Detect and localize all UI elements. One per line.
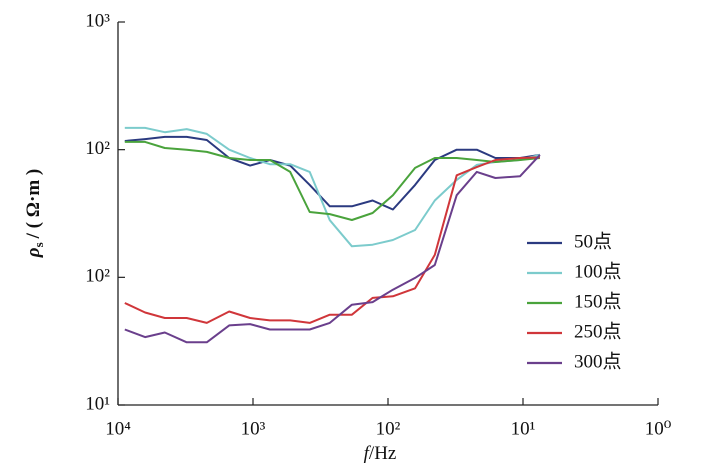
x-tick-label: 10¹ <box>511 418 536 439</box>
x-tick-label: 10² <box>376 418 401 439</box>
y-tick-label: 10¹ <box>85 393 110 414</box>
y-tick-label: 10³ <box>85 10 110 31</box>
y-tick-label: 10² <box>85 138 110 159</box>
legend-label: 100点 <box>574 260 622 282</box>
y-label-subscript: s <box>31 242 46 247</box>
legend-label: 150点 <box>574 290 622 312</box>
legend-label: 300点 <box>574 350 622 372</box>
x-label-unit: /Hz <box>369 443 396 464</box>
y-tick-label: 10² <box>85 266 110 287</box>
x-label-symbol: f <box>364 443 372 464</box>
series-line <box>124 154 541 344</box>
series-line <box>124 156 540 324</box>
series-line <box>124 135 541 211</box>
x-axis-label: f/Hz <box>364 443 397 464</box>
y-axis-label: ρs / ( Ω·m ) <box>23 169 46 258</box>
legend-label: 50点 <box>574 230 612 252</box>
x-tick-label: 10⁰ <box>645 418 672 439</box>
legend-label: 250点 <box>574 320 622 342</box>
y-label-unit: / ( Ω·m ) <box>23 169 44 240</box>
x-tick-label: 10³ <box>241 418 266 439</box>
y-label-symbol: ρ <box>23 247 44 258</box>
x-tick-label: 10⁴ <box>105 418 131 439</box>
series-line <box>124 126 541 248</box>
series-line <box>124 140 541 221</box>
